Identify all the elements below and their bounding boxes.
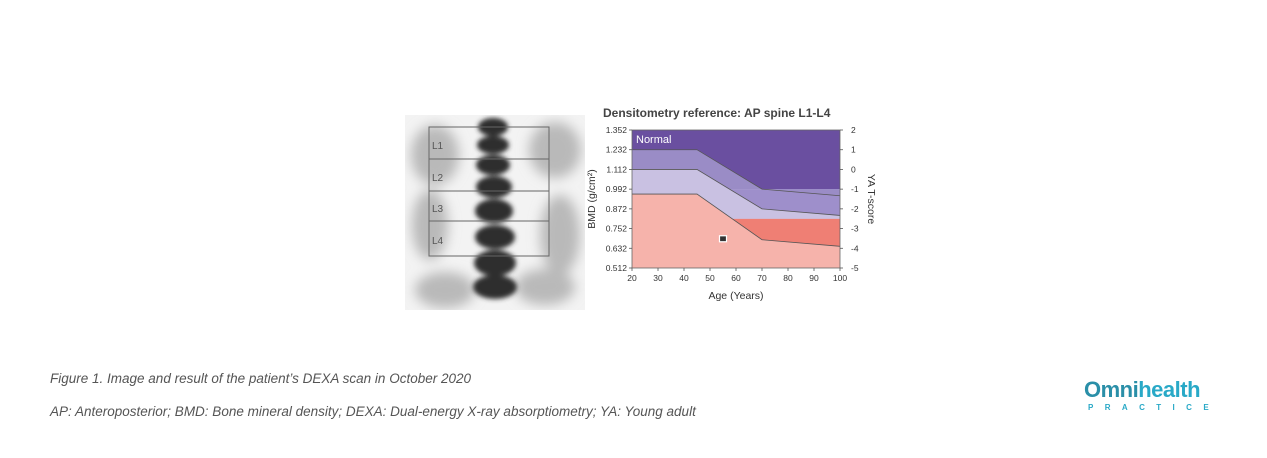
x-tick-label-70: 70 [757,273,767,283]
y2-tick-label: 2 [851,125,856,135]
dexa-spine-scan-image: L1 L2 L3 L4 [405,115,585,310]
y2-axis-title: YA T-score [865,174,877,225]
y-tick-label: 0.752 [606,224,628,234]
y2-tick-label: 0 [851,164,856,174]
vertebra-label-l3: L3 [432,204,444,215]
y-tick-label: 1.232 [606,145,628,155]
vertebra-label-l2: L2 [432,173,444,184]
reference-line-2 [632,169,841,216]
x-tick-label-80: 80 [783,273,793,283]
y2-tick-label: -4 [851,243,859,253]
vertebra-label-l4: L4 [432,236,444,247]
x-tick-label-100: 100 [833,273,847,283]
y-tick-label: 0.992 [606,184,628,194]
y-axis-title: BMD (g/cm²) [586,169,598,229]
reference-band-3 [632,194,840,268]
x-axis-title: Age (Years) [708,290,763,302]
x-tick-label-50: 50 [705,273,715,283]
y2-tick-label: 1 [851,145,856,155]
patient-result-marker [718,235,728,243]
y-tick-label: 1.112 [606,164,627,174]
y-tick-label: 0.512 [606,263,628,273]
x-tick-label-60: 60 [731,273,741,283]
reference-line-3 [632,193,841,247]
omnihealth-practice-logo: Omnihealth PRACTICE [1084,378,1224,418]
y-tick-label: 0.632 [606,243,628,253]
y-tick-label: 0.872 [606,204,628,214]
region-label-normal: Normal [636,134,671,146]
chart-title: Densitometry reference: AP spine L1-L4 [603,106,831,120]
densitometry-reference-chart: Densitometry reference: AP spine L1-L4 N… [586,106,877,302]
logo-subtitle: PRACTICE [1088,403,1221,412]
reference-line-1 [632,149,841,197]
x-tick-label-90: 90 [809,273,819,283]
y2-tick-label: -3 [851,224,859,234]
logo-wordmark: Omnihealth [1084,377,1201,402]
x-tick-label-30: 30 [653,273,663,283]
vertebra-label-l1: L1 [432,141,444,152]
y2-tick-label: -5 [851,263,859,273]
y2-tick-label: -1 [851,184,859,194]
figure-abbreviations: AP: Anteroposterior; BMD: Bone mineral d… [50,404,696,419]
y-tick-label: 1.352 [606,125,628,135]
figure-caption: Figure 1. Image and result of the patien… [50,371,471,386]
logo-prefix: Omni [1084,377,1139,402]
x-tick-label-40: 40 [679,273,689,283]
logo-brand: health [1138,377,1201,402]
x-tick-label-20: 20 [627,273,637,283]
y2-tick-label: -2 [851,204,859,214]
